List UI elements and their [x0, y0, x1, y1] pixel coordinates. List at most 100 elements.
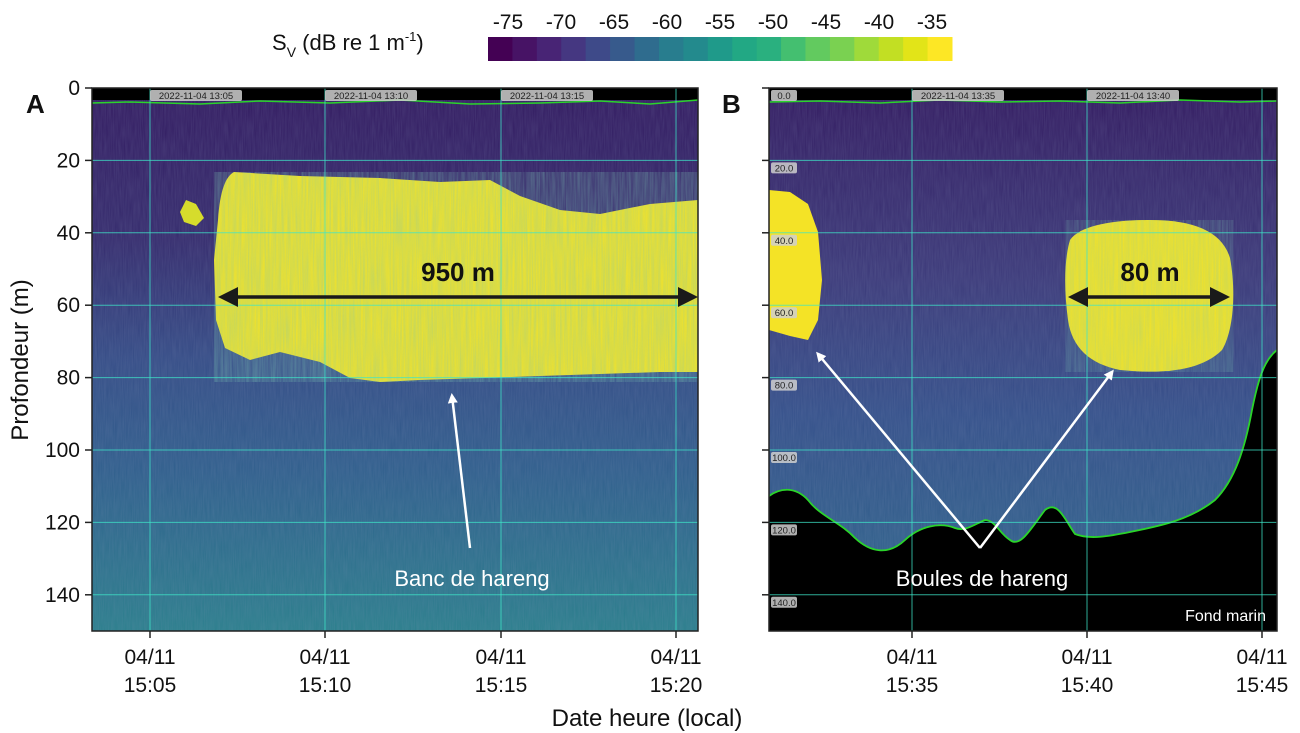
- colorbar-cell: [854, 37, 880, 61]
- depth-label: 60.0: [775, 308, 794, 319]
- timestamp-box: [501, 90, 593, 101]
- panel-a-timestamps: 2022-11-04 13:05 2022-11-04 13:10 2022-11-…: [150, 90, 593, 102]
- depth-label-box: [771, 307, 797, 319]
- y-tick-label: 60: [57, 294, 80, 317]
- timestamp-box: [1087, 90, 1179, 101]
- depth-label-box: [771, 596, 797, 608]
- colorbar-ticks: -75 -70 -65 -60 -55 -50 -45 -40 -35: [493, 11, 947, 34]
- colorbar-tick-label: -70: [546, 11, 576, 34]
- panel-b-plot-area: 2022-11-04 13:35 2022-11-04 13:40 0.0 20.0…: [769, 88, 1277, 631]
- colorbar-cell: [561, 37, 587, 61]
- colorbar-cell: [707, 37, 733, 61]
- colorbar-cell: [610, 37, 636, 61]
- distance-arrow-a-right-head: [678, 287, 698, 307]
- depth-label-box: [771, 379, 797, 391]
- colorbar-tick-label: -55: [705, 11, 735, 34]
- colorbar-label: SV (dB re 1 m-1): [272, 29, 424, 60]
- panel-b-y-ticks: [762, 87, 769, 596]
- bottom-line-b: [769, 349, 1277, 552]
- seabed-label-b: Fond marin: [1185, 608, 1266, 625]
- y-tick-label: 20: [57, 149, 80, 172]
- panel-b-x-ticks: 04/11 15:35 04/11 15:40 04/11 15:45: [886, 631, 1289, 697]
- x-tick-time: 15:20: [650, 674, 703, 697]
- depth-label-box: [771, 234, 797, 246]
- timestamp-box: [150, 90, 242, 101]
- y-tick-label: 40: [57, 222, 80, 245]
- colorbar-cell: [585, 37, 611, 61]
- depth-label-box: [771, 90, 797, 101]
- colorbar: SV (dB re 1 m-1) -75 -70 -65 -60 -55 -50 -45 -4…: [272, 11, 953, 61]
- timestamp-label: 2022-11-04 13:10: [334, 91, 408, 102]
- x-tick-date: 04/11: [887, 646, 938, 669]
- colorbar-tick-label: -50: [758, 11, 788, 34]
- distance-label-a: 950 m: [421, 257, 495, 287]
- depth-label: 0.0: [777, 91, 790, 102]
- colorbar-cell: [536, 37, 562, 61]
- colorbar-cells: [488, 37, 953, 61]
- panel-a-plot-area: 2022-11-04 13:05 2022-11-04 13:10 2022-11-…: [92, 88, 698, 631]
- panel-b-surface-band: [769, 88, 1277, 100]
- timestamp-box: [912, 90, 1004, 101]
- panel-b-depth-labels: 0.0 20.0 40.0 60.0 80.0 100.0 120.0 140.0: [771, 90, 797, 609]
- seabed: [769, 350, 1277, 631]
- herring-school-a-texture: [214, 172, 698, 382]
- colorbar-cell: [927, 37, 953, 61]
- panel-b-letter: B: [722, 89, 741, 119]
- x-tick-date: 04/11: [300, 646, 351, 669]
- depth-label-box: [771, 452, 797, 463]
- colorbar-cell: [512, 37, 538, 61]
- x-tick-date: 04/11: [1062, 646, 1113, 669]
- ball-pointer-arrow-b-left: [816, 351, 981, 549]
- depth-label-box: [771, 524, 797, 536]
- x-tick-date: 04/11: [651, 646, 702, 669]
- colorbar-cell: [683, 37, 709, 61]
- x-tick-date: 04/11: [125, 646, 176, 669]
- colorbar-tick-label: -35: [917, 11, 947, 34]
- distance-arrow-a-left-head: [218, 287, 238, 307]
- y-tick-label: 0: [68, 77, 80, 100]
- colorbar-cell: [658, 37, 684, 61]
- panel-b-timestamps: 2022-11-04 13:35 2022-11-04 13:40: [912, 90, 1179, 102]
- panel-a-x-ticks: 04/11 15:05 04/11 15:10 04/11 15:15 04/11 15:20: [124, 631, 703, 697]
- y-tick-label: 80: [57, 367, 80, 390]
- colorbar-cell: [805, 37, 831, 61]
- panel-a-gridlines: [92, 88, 698, 631]
- colorbar-cell: [878, 37, 904, 61]
- colorbar-cell: [781, 37, 806, 61]
- panel-a-y-ticks: 0 20 40 60 80 100 120 140: [45, 77, 92, 607]
- colorbar-cell: [634, 37, 660, 61]
- colorbar-tick-label: -45: [811, 11, 841, 34]
- panel-a-frame: [91, 87, 699, 632]
- ball-label-b: Boules de hareng: [896, 566, 1068, 591]
- panel-b-frame: [768, 87, 1278, 632]
- distance-label-b: 80 m: [1120, 257, 1179, 287]
- surface-line-b: [769, 99, 1277, 104]
- depth-label: 20.0: [775, 163, 794, 174]
- x-tick-date: 04/11: [476, 646, 527, 669]
- colorbar-cell: [488, 37, 513, 61]
- distance-arrow-b-left-head: [1068, 287, 1088, 307]
- panel-b: B 2022-11-04 13:35 2022-11-04 13:40 0.020…: [722, 87, 1289, 697]
- timestamp-label: 2022-11-04 13:40: [1096, 91, 1170, 102]
- colorbar-cell: [732, 37, 758, 61]
- y-tick-label: 120: [45, 511, 80, 534]
- timestamp-label: 2022-11-04 13:15: [510, 91, 584, 102]
- colorbar-cell: [756, 37, 782, 61]
- y-tick-label: 140: [45, 584, 80, 607]
- depth-label: 40.0: [775, 236, 794, 247]
- x-tick-time: 15:10: [299, 674, 352, 697]
- x-tick-date: 04/11: [1237, 646, 1288, 669]
- x-tick-time: 15:40: [1061, 674, 1114, 697]
- depth-label: 100.0: [772, 453, 796, 464]
- depth-label: 80.0: [775, 381, 794, 392]
- depth-label: 120.0: [772, 525, 796, 536]
- depth-label: 140.0: [772, 598, 796, 609]
- colorbar-tick-label: -60: [652, 11, 682, 34]
- panel-a-letter: A: [26, 89, 45, 119]
- colorbar-tick-label: -75: [493, 11, 523, 34]
- depth-label-box: [771, 162, 797, 174]
- x-tick-time: 15:45: [1236, 674, 1289, 697]
- colorbar-cell: [903, 37, 929, 61]
- panel-a: A 2022-11-04 13:05 2022-11-04 13:10 2022-1…: [26, 77, 702, 697]
- timestamp-label: 2022-11-04 13:05: [159, 91, 233, 102]
